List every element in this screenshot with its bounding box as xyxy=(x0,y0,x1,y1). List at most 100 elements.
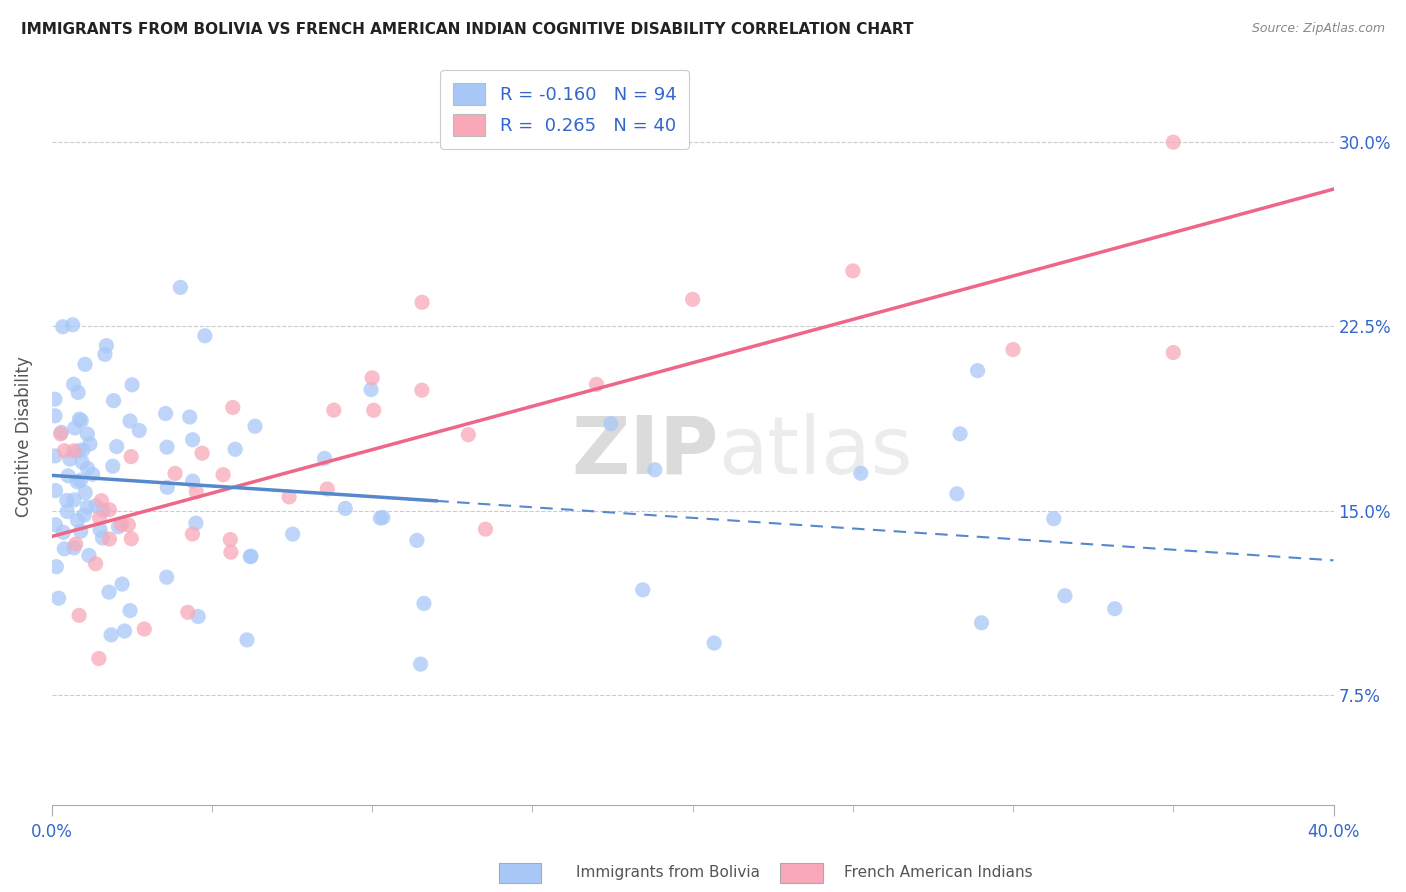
Point xyxy=(644,463,666,477)
Point xyxy=(65,537,87,551)
Point xyxy=(114,624,136,638)
Point xyxy=(163,467,186,481)
Point xyxy=(240,549,263,564)
Point xyxy=(84,499,107,513)
Point xyxy=(181,474,204,488)
Point xyxy=(224,442,246,457)
Point xyxy=(84,557,107,571)
Point xyxy=(314,451,336,466)
Point xyxy=(474,522,496,536)
Legend: R = -0.160   N = 94, R =  0.265   N = 40: R = -0.160 N = 94, R = 0.265 N = 40 xyxy=(440,70,689,149)
Point xyxy=(76,461,98,475)
Point xyxy=(73,508,96,522)
Point xyxy=(62,377,84,392)
Point xyxy=(55,493,77,508)
Point xyxy=(94,347,117,361)
Point xyxy=(76,427,98,442)
Point xyxy=(76,500,98,514)
Point xyxy=(849,467,872,481)
Point xyxy=(187,609,209,624)
Point xyxy=(63,492,86,507)
Point xyxy=(89,523,111,537)
Point xyxy=(69,473,91,487)
Point xyxy=(155,407,177,421)
Point xyxy=(118,414,141,428)
Point xyxy=(77,549,100,563)
Point xyxy=(89,511,111,525)
Point xyxy=(91,531,114,545)
Point xyxy=(98,503,121,517)
Point xyxy=(63,443,86,458)
Point xyxy=(98,532,121,546)
Point xyxy=(335,501,357,516)
Point xyxy=(181,527,204,541)
Point xyxy=(966,363,988,377)
Point xyxy=(457,427,479,442)
Point xyxy=(87,651,110,665)
Point xyxy=(45,483,67,498)
Point xyxy=(51,425,73,440)
Point xyxy=(1053,589,1076,603)
Point xyxy=(67,608,90,623)
Point xyxy=(98,585,121,599)
Point xyxy=(1161,135,1184,149)
Point xyxy=(186,484,208,499)
Point xyxy=(236,632,259,647)
Point xyxy=(91,503,114,517)
Point xyxy=(682,293,704,307)
Point xyxy=(52,319,75,334)
Point xyxy=(212,467,235,482)
Point xyxy=(66,513,89,527)
Point xyxy=(44,449,66,463)
Point xyxy=(100,628,122,642)
Point xyxy=(44,517,66,532)
Point xyxy=(585,377,607,392)
Point xyxy=(281,527,304,541)
Point xyxy=(219,545,242,559)
Point xyxy=(1104,601,1126,615)
Point xyxy=(411,295,433,310)
Point xyxy=(110,517,132,532)
Point xyxy=(411,383,433,397)
Point xyxy=(239,549,262,564)
Point xyxy=(82,467,104,482)
Point xyxy=(599,417,621,431)
Point xyxy=(103,393,125,408)
Point xyxy=(1002,343,1025,357)
Point xyxy=(67,385,90,400)
Point xyxy=(278,490,301,504)
Point xyxy=(45,559,67,574)
Point xyxy=(169,280,191,294)
Point xyxy=(370,511,392,525)
Point xyxy=(56,468,79,483)
Point xyxy=(70,455,93,469)
Point xyxy=(52,525,75,540)
Point xyxy=(48,591,70,606)
Point xyxy=(117,517,139,532)
Point xyxy=(62,318,84,332)
Point xyxy=(75,485,97,500)
Y-axis label: Cognitive Disability: Cognitive Disability xyxy=(15,357,32,517)
Point xyxy=(361,371,384,385)
Point xyxy=(842,264,865,278)
Point xyxy=(191,446,214,460)
Text: Immigrants from Bolivia: Immigrants from Bolivia xyxy=(576,865,761,880)
Point xyxy=(316,482,339,496)
Point xyxy=(69,412,91,426)
Point xyxy=(70,414,93,428)
Point xyxy=(363,403,385,417)
Point xyxy=(73,357,96,371)
Text: atlas: atlas xyxy=(718,413,912,491)
Point xyxy=(72,442,94,457)
Point xyxy=(63,541,86,555)
Point xyxy=(970,615,993,630)
Point xyxy=(118,603,141,617)
Text: ZIP: ZIP xyxy=(571,413,718,491)
Point xyxy=(59,452,82,467)
Point xyxy=(413,596,436,610)
Point xyxy=(703,636,725,650)
Point xyxy=(53,541,76,556)
Point xyxy=(96,338,118,352)
Point xyxy=(243,419,266,434)
Point xyxy=(409,657,432,672)
